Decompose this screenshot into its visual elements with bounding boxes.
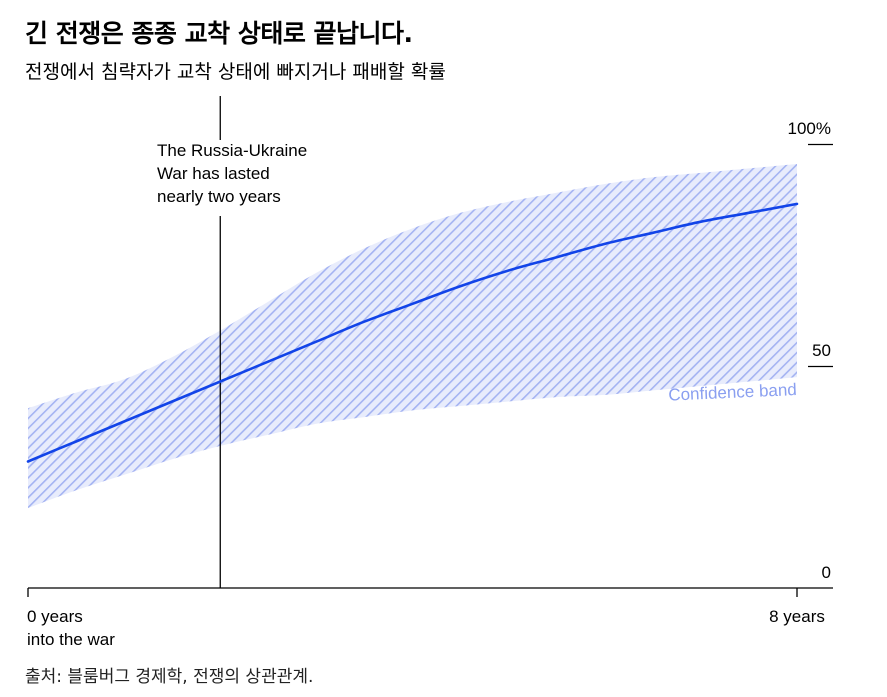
series-line (26, 202, 799, 463)
annotation-layer: The Russia-Ukraine War has lasted nearly t… (157, 96, 307, 588)
x-tick-label: 0 years (27, 607, 83, 626)
confidence-band-area (28, 164, 797, 509)
annotation-text: War has lasted (157, 164, 270, 183)
x-tick-label: 8 years (769, 607, 825, 626)
chart-title: 긴 전쟁은 종종 교착 상태로 끝납니다. (25, 19, 413, 48)
annotation-text: nearly two years (157, 187, 281, 206)
source-note: 출처: 블룸버그 경제학, 전쟁의 상관관계. (25, 667, 314, 687)
chart-subtitle: 전쟁에서 침략자가 교착 상태에 빠지거나 패배할 확률 (25, 61, 446, 83)
axis-layer: 0 years into the war 8 years 100% 50 0 (27, 119, 833, 649)
confidence-band-layer: Confidence band (28, 164, 797, 509)
y-tick-label: 50 (812, 341, 831, 360)
annotation-text: The Russia-Ukraine (157, 141, 307, 160)
y-tick-label: 0 (822, 563, 831, 582)
series-line-layer (26, 202, 799, 463)
x-tick-label: into the war (27, 630, 115, 649)
y-tick-label: 100% (788, 119, 831, 138)
